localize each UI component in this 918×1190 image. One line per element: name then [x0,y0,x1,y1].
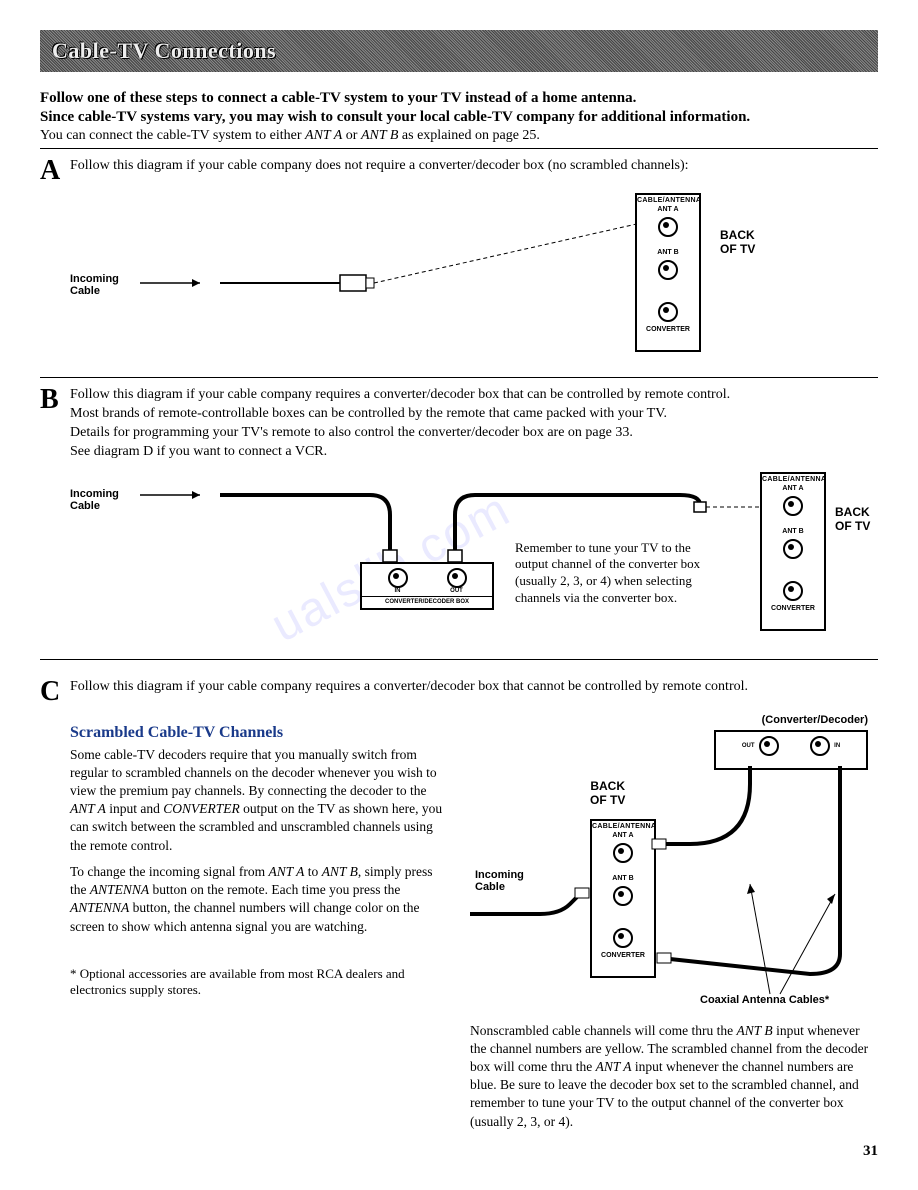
diagram-a-panel-title: CABLE/ANTENNA [637,195,699,206]
diagram-b-conv-jack [783,581,803,601]
section-a: A Follow this diagram if your cable comp… [40,157,878,185]
diagram-c: (Converter/Decoder) OUT IN BACK OF TV [470,714,878,1014]
page-number: 31 [40,1143,878,1160]
diagram-b-note: Remember to tune your TV to the output c… [515,540,725,608]
section-c-bottom-para: Nonscrambled cable channels will come th… [470,1022,878,1131]
diagram-c-svg [470,714,890,1014]
section-b-line4: See diagram D if you want to connect a V… [70,443,878,462]
section-c-heading: Scrambled Cable-TV Channels [70,724,450,742]
diagram-b-in-label: IN [388,588,408,594]
diagram-b-tv-panel: CABLE/ANTENNA ANT A ANT B CONVERTER [760,472,826,631]
diagram-b-anta-label: ANT A [762,485,824,492]
divider-2 [40,377,878,378]
intro-line3-mid: or [342,128,361,143]
diagram-b-anta-jack [783,496,803,516]
intro-line2: Since cable-TV systems vary, you may wis… [40,109,878,126]
diagram-b-box-title: CONVERTER/DECODER BOX [362,596,492,607]
diagram-b-antb-label: ANT B [762,528,824,535]
diagram-a-backoftv: BACK OF TV [720,228,755,257]
intro-em-anta: ANT A [305,128,342,143]
footnote: * Optional accessories are available fro… [70,966,450,998]
diagram-a-conv-jack [658,302,678,322]
diagram-b-svg [40,470,878,645]
intro-line3-pre: You can connect the cable-TV system to e… [40,128,305,143]
section-a-letter: A [40,157,70,185]
section-c-para2: To change the incoming signal from ANT A… [70,863,450,936]
section-b-line2: Most brands of remote-controllable boxes… [70,405,878,424]
diagram-c-coax-label: Coaxial Antenna Cables* [700,994,829,1006]
divider-1 [40,148,878,149]
section-c-twocol: Scrambled Cable-TV Channels Some cable-T… [70,714,878,1139]
page-title: Cable-TV Connections [52,38,276,63]
diagram-b-out-label: OUT [447,588,467,594]
diagram-a-antb-jack [658,260,678,280]
section-c-text: Follow this diagram if your cable compan… [70,678,878,697]
section-c-para1: Some cable-TV decoders require that you … [70,746,450,855]
diagram-b-antb-jack [783,539,803,559]
diagram-a: Incoming Cable CABLE/ANTENNA ANT A ANT B… [40,193,878,363]
diagram-a-conv-label: CONVERTER [637,326,699,333]
diagram-b-panel-title: CABLE/ANTENNA [762,474,824,485]
intro-line3: You can connect the cable-TV system to e… [40,128,878,144]
diagram-b-converter-box: IN OUT CONVERTER/DECODER BOX [360,562,494,610]
section-c: C Follow this diagram if your cable comp… [40,678,878,706]
intro-em-antb: ANT B [361,128,398,143]
divider-3 [40,659,878,660]
section-c-letter: C [40,678,70,706]
diagram-a-tv-panel: CABLE/ANTENNA ANT A ANT B CONVERTER [635,193,701,352]
diagram-b: Incoming Cable IN OUT CONVERTER/DECODER … [40,470,878,645]
intro-line3-post: as explained on page 25. [398,128,540,143]
section-c-right: (Converter/Decoder) OUT IN BACK OF TV [470,714,878,1139]
section-b-line3: Details for programming your TV's remote… [70,424,878,443]
section-a-text: Follow this diagram if your cable compan… [70,157,878,176]
diagram-a-anta-jack [658,217,678,237]
intro-line1: Follow one of these steps to connect a c… [40,90,878,107]
diagram-b-out-jack [447,568,467,588]
diagram-a-anta-label: ANT A [637,206,699,213]
diagram-a-antb-label: ANT B [637,249,699,256]
section-c-left: Scrambled Cable-TV Channels Some cable-T… [70,714,450,1139]
page-header-band: Cable-TV Connections [40,30,878,72]
section-b-line1: Follow this diagram if your cable compan… [70,386,878,405]
diagram-b-conv-label: CONVERTER [762,605,824,612]
diagram-b-backoftv: BACK OF TV [835,505,870,534]
diagram-b-in-jack [388,568,408,588]
section-b-text: Follow this diagram if your cable compan… [70,386,878,462]
section-b: B Follow this diagram if your cable comp… [40,386,878,462]
diagram-a-svg [40,193,878,363]
section-b-letter: B [40,386,70,414]
